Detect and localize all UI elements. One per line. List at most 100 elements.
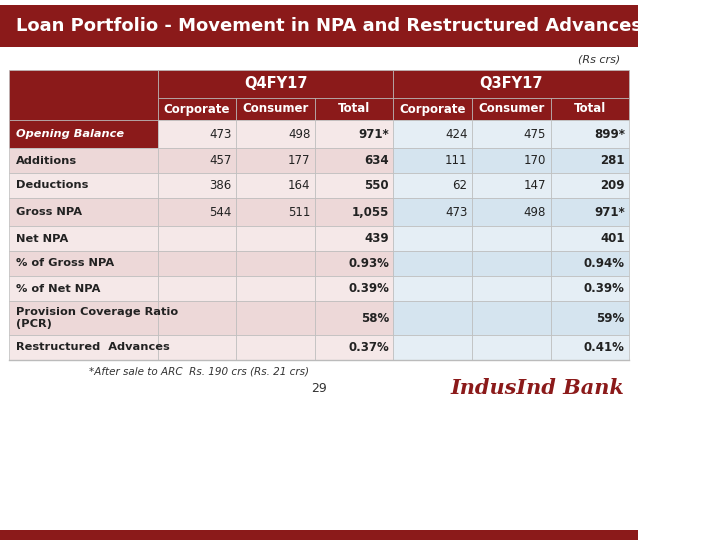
- Text: Corporate: Corporate: [163, 103, 230, 116]
- FancyBboxPatch shape: [393, 276, 472, 301]
- FancyBboxPatch shape: [9, 335, 158, 360]
- Text: 899*: 899*: [594, 127, 625, 140]
- Text: Total: Total: [574, 103, 606, 116]
- FancyBboxPatch shape: [236, 173, 315, 198]
- FancyBboxPatch shape: [9, 276, 158, 301]
- Text: 0.39%: 0.39%: [584, 282, 625, 295]
- FancyBboxPatch shape: [9, 120, 158, 148]
- Text: 209: 209: [600, 179, 625, 192]
- Text: 971*: 971*: [594, 206, 625, 219]
- Text: 0.93%: 0.93%: [348, 257, 389, 270]
- Text: Provision Coverage Ratio
(PCR): Provision Coverage Ratio (PCR): [16, 307, 178, 329]
- Text: % of Gross NPA: % of Gross NPA: [16, 259, 114, 268]
- Text: 0.37%: 0.37%: [348, 341, 389, 354]
- FancyBboxPatch shape: [158, 301, 236, 335]
- FancyBboxPatch shape: [236, 251, 315, 276]
- Text: Loan Portfolio - Movement in NPA and Restructured Advances: Loan Portfolio - Movement in NPA and Res…: [16, 17, 642, 35]
- FancyBboxPatch shape: [236, 120, 315, 148]
- Text: 971*: 971*: [359, 127, 389, 140]
- FancyBboxPatch shape: [551, 226, 629, 251]
- Text: *After sale to ARC  Rs. 190 crs (Rs. 21 crs): *After sale to ARC Rs. 190 crs (Rs. 21 c…: [89, 367, 309, 377]
- FancyBboxPatch shape: [472, 98, 551, 120]
- Text: Gross NPA: Gross NPA: [16, 207, 82, 217]
- FancyBboxPatch shape: [236, 276, 315, 301]
- FancyBboxPatch shape: [9, 226, 158, 251]
- FancyBboxPatch shape: [236, 148, 315, 173]
- Text: Net NPA: Net NPA: [16, 233, 68, 244]
- Text: 0.41%: 0.41%: [584, 341, 625, 354]
- Text: 177: 177: [288, 154, 310, 167]
- Text: Consumer: Consumer: [243, 103, 309, 116]
- FancyBboxPatch shape: [0, 5, 638, 47]
- FancyBboxPatch shape: [236, 301, 315, 335]
- FancyBboxPatch shape: [551, 251, 629, 276]
- FancyBboxPatch shape: [551, 276, 629, 301]
- Text: 424: 424: [445, 127, 467, 140]
- Text: 281: 281: [600, 154, 625, 167]
- FancyBboxPatch shape: [551, 120, 629, 148]
- Text: Deductions: Deductions: [16, 180, 89, 191]
- Text: 401: 401: [600, 232, 625, 245]
- FancyBboxPatch shape: [9, 251, 158, 276]
- Text: 550: 550: [364, 179, 389, 192]
- FancyBboxPatch shape: [158, 120, 236, 148]
- FancyBboxPatch shape: [9, 70, 158, 120]
- FancyBboxPatch shape: [315, 98, 393, 120]
- Text: 386: 386: [210, 179, 232, 192]
- FancyBboxPatch shape: [315, 226, 393, 251]
- Text: 473: 473: [210, 127, 232, 140]
- FancyBboxPatch shape: [315, 198, 393, 226]
- Text: 164: 164: [288, 179, 310, 192]
- Text: 544: 544: [210, 206, 232, 219]
- Text: 29: 29: [311, 381, 327, 395]
- Text: % of Net NPA: % of Net NPA: [16, 284, 100, 294]
- FancyBboxPatch shape: [158, 251, 236, 276]
- Text: 498: 498: [288, 127, 310, 140]
- FancyBboxPatch shape: [551, 173, 629, 198]
- Text: Consumer: Consumer: [478, 103, 544, 116]
- FancyBboxPatch shape: [393, 335, 472, 360]
- FancyBboxPatch shape: [551, 198, 629, 226]
- FancyBboxPatch shape: [158, 173, 236, 198]
- Text: 498: 498: [524, 206, 546, 219]
- Text: 170: 170: [524, 154, 546, 167]
- FancyBboxPatch shape: [315, 173, 393, 198]
- FancyBboxPatch shape: [315, 120, 393, 148]
- Text: 634: 634: [364, 154, 389, 167]
- FancyBboxPatch shape: [551, 301, 629, 335]
- FancyBboxPatch shape: [236, 335, 315, 360]
- Text: 111: 111: [445, 154, 467, 167]
- FancyBboxPatch shape: [551, 335, 629, 360]
- FancyBboxPatch shape: [551, 148, 629, 173]
- FancyBboxPatch shape: [158, 198, 236, 226]
- FancyBboxPatch shape: [472, 276, 551, 301]
- FancyBboxPatch shape: [393, 226, 472, 251]
- Text: IndusInd Bank: IndusInd Bank: [451, 378, 625, 398]
- Text: (Rs crs): (Rs crs): [578, 55, 621, 65]
- FancyBboxPatch shape: [472, 301, 551, 335]
- FancyBboxPatch shape: [472, 251, 551, 276]
- FancyBboxPatch shape: [472, 120, 551, 148]
- FancyBboxPatch shape: [551, 98, 629, 120]
- FancyBboxPatch shape: [0, 530, 638, 540]
- FancyBboxPatch shape: [393, 148, 472, 173]
- Text: Corporate: Corporate: [400, 103, 466, 116]
- FancyBboxPatch shape: [315, 335, 393, 360]
- Text: 58%: 58%: [361, 312, 389, 325]
- FancyBboxPatch shape: [472, 335, 551, 360]
- FancyBboxPatch shape: [472, 148, 551, 173]
- Text: Q4FY17: Q4FY17: [244, 77, 307, 91]
- FancyBboxPatch shape: [158, 226, 236, 251]
- Text: 1,055: 1,055: [351, 206, 389, 219]
- FancyBboxPatch shape: [393, 301, 472, 335]
- Text: 511: 511: [288, 206, 310, 219]
- Text: 59%: 59%: [596, 312, 625, 325]
- Text: 439: 439: [364, 232, 389, 245]
- FancyBboxPatch shape: [393, 198, 472, 226]
- Text: 0.39%: 0.39%: [348, 282, 389, 295]
- FancyBboxPatch shape: [9, 198, 158, 226]
- FancyBboxPatch shape: [315, 251, 393, 276]
- Text: 473: 473: [445, 206, 467, 219]
- FancyBboxPatch shape: [315, 148, 393, 173]
- FancyBboxPatch shape: [393, 120, 472, 148]
